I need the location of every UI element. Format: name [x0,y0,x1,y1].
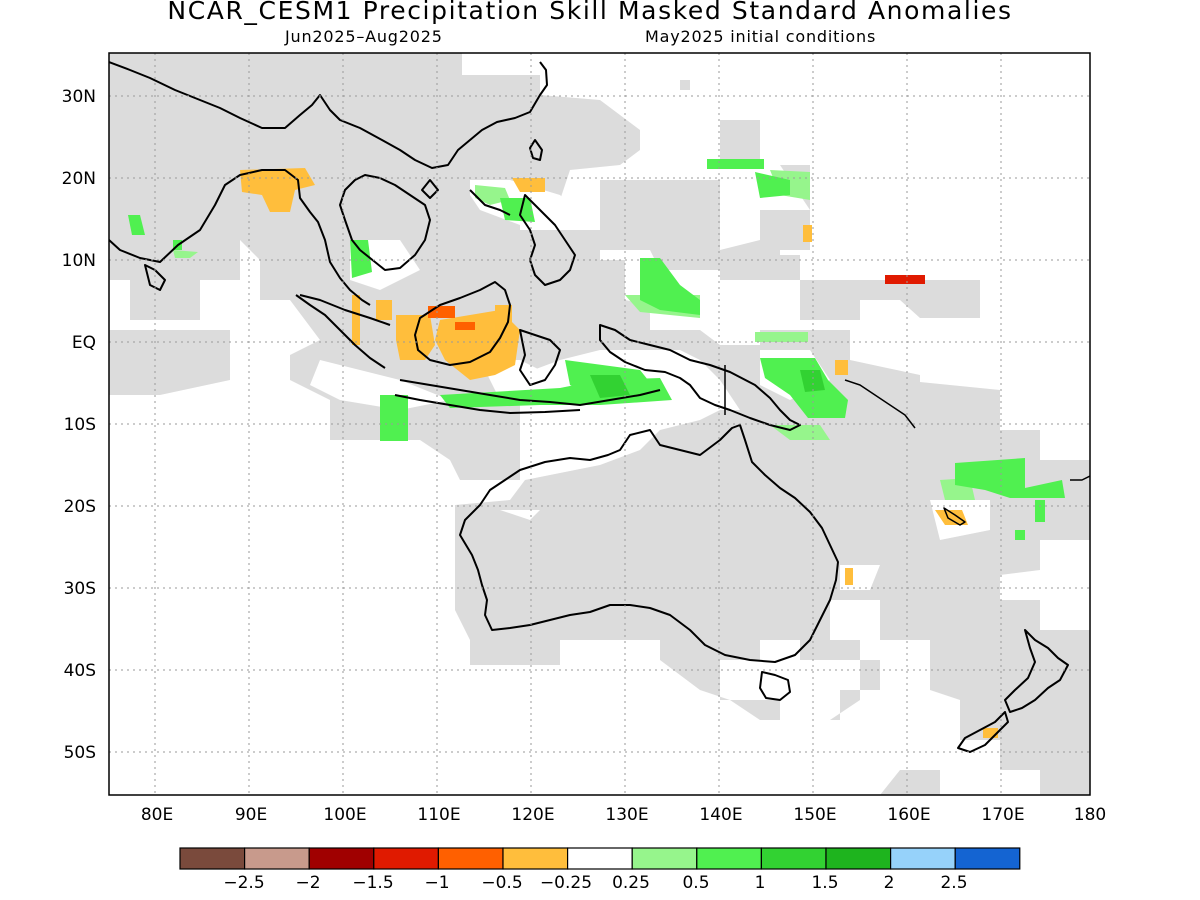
lon-label: 80E [141,805,173,825]
lon-label: 180 [1074,805,1106,825]
map-area [109,53,1090,795]
graticule [109,53,1090,795]
colorbar-label: −1 [424,873,449,893]
lon-label: 120E [511,805,554,825]
colorbar-label: 1.5 [811,873,838,893]
colorbar-swatch [631,847,698,870]
lon-label: 140E [699,805,742,825]
lat-label: 20S [64,497,96,517]
colorbar-label: 0.25 [612,873,650,893]
masked-region [109,53,1090,795]
colorbar-swatch [760,847,827,870]
colorbar-label: 2.5 [940,873,967,893]
lat-label: 30S [64,579,96,599]
colorbar-swatch [244,847,310,870]
map-frame [108,52,1091,796]
colorbar-label: −0.5 [481,873,522,893]
lon-label: 160E [887,805,930,825]
initial-conditions: May2025 initial conditions [645,27,877,46]
colorbar-swatch [437,847,504,870]
colorbar-swatch [954,847,1021,870]
lat-label: 30N [62,87,96,107]
forecast-period: Jun2025–Aug2025 [285,27,443,46]
colorbar-labels: −2.5 −2 −1.5 −1 −0.5 −0.25 0.25 0.5 1 1.… [223,873,967,893]
colorbar-swatch [373,847,439,870]
colorbar-label: −2.5 [223,873,264,893]
colorbar-label: −2 [295,873,320,893]
lat-label: 20N [62,169,96,189]
colorbar-swatch [308,847,375,870]
anomaly-shading [128,159,1065,738]
colorbar-swatch [696,847,762,870]
colorbar-swatch [179,847,246,870]
lat-label: 40S [64,661,96,681]
colorbar-label: −1.5 [352,873,393,893]
latitude-labels: 30N 20N 10N EQ 10S 20S 30S 40S 50S [62,87,96,763]
colorbar-swatch [889,847,956,870]
colorbar-label: −0.25 [540,873,592,893]
lat-label: 50S [64,743,96,763]
lon-label: 130E [605,805,648,825]
colorbar-swatch [566,847,633,870]
lon-label: 110E [417,805,460,825]
colorbar-swatch [825,847,892,870]
coastlines [109,61,1090,753]
lon-label: 90E [235,805,267,825]
lon-label: 170E [981,805,1024,825]
lon-label: 150E [793,805,836,825]
lon-label: 100E [323,805,366,825]
colorbar [179,847,1021,870]
colorbar-label: 1 [755,873,766,893]
lat-label: EQ [72,333,96,353]
colorbar-swatch [502,847,569,870]
colorbar-label: 0.5 [682,873,709,893]
lat-label: 10S [64,415,96,435]
chart-title: NCAR_CESM1 Precipitation Skill Masked St… [167,0,1013,25]
lat-label: 10N [62,251,96,271]
colorbar-label: 2 [884,873,895,893]
longitude-labels: 80E 90E 100E 110E 120E 130E 140E 150E 16… [141,805,1106,825]
